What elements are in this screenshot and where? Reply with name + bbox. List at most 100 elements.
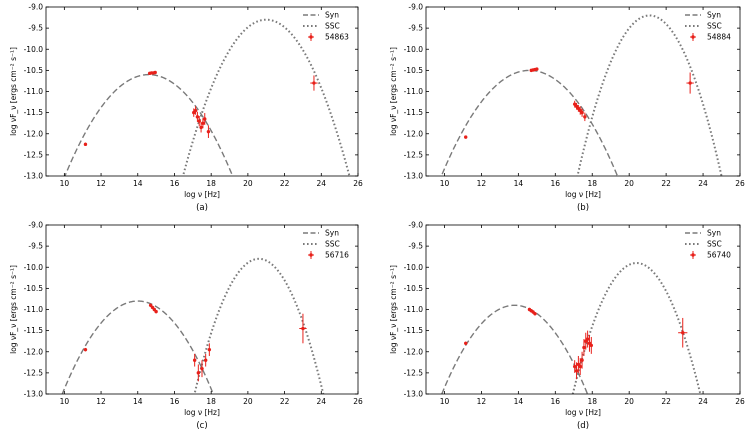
data-marker	[574, 369, 579, 373]
data-marker	[193, 108, 198, 113]
y-tick-label: -12.0	[24, 129, 44, 138]
data-point	[464, 341, 468, 345]
y-tick-label: -10.0	[24, 263, 44, 272]
x-axis-label: log ν [Hz]	[565, 408, 601, 417]
data-point	[201, 118, 205, 129]
x-tick-label: 10	[440, 179, 450, 188]
data-marker	[196, 371, 201, 375]
data-point	[585, 330, 590, 348]
y-tick-label: -10.0	[404, 45, 424, 54]
data-point	[686, 72, 694, 94]
syn-curve	[61, 300, 215, 394]
panel-1: 10 12 14 16 18 20 22 24 26 -13.0 -12.5 -12.0 -11.5 -1…	[9, 3, 363, 213]
data-point	[535, 67, 539, 71]
x-tick-label: 18	[587, 179, 597, 188]
x-tick-label: 14	[514, 397, 524, 406]
x-axis-label: log ν [Hz]	[565, 190, 601, 199]
data-point	[578, 358, 582, 375]
data-point	[153, 70, 157, 75]
y-tick-label: -9.0	[28, 221, 43, 230]
data-marker	[203, 117, 207, 121]
x-tick-label: 22	[661, 179, 671, 188]
syn-curve	[441, 304, 589, 394]
y-tick-label: -11.5	[404, 326, 424, 335]
data-marker	[83, 347, 88, 352]
data-marker	[200, 366, 204, 371]
data-marker	[154, 309, 158, 314]
panel-caption: (d)	[577, 421, 589, 431]
x-axis-label: log ν [Hz]	[184, 190, 220, 199]
legend-label: SSC	[325, 240, 340, 249]
y-tick-label: -13.0	[404, 172, 424, 181]
data-point	[196, 364, 201, 382]
ssc-curve	[193, 257, 325, 394]
data-point	[200, 360, 204, 378]
legend-label: SSC	[707, 240, 722, 249]
y-tick-label: -12.5	[24, 150, 44, 159]
data-marker	[153, 70, 157, 75]
x-tick-label: 20	[243, 397, 253, 406]
data-marker	[83, 142, 88, 147]
x-tick-label: 22	[280, 179, 290, 188]
y-tick-label: -12.5	[404, 368, 424, 377]
legend: Syn SSC 56740	[685, 229, 731, 260]
y-tick-label: -9.0	[408, 221, 423, 230]
y-tick-label: -12.5	[24, 368, 44, 377]
legend-label: Syn	[707, 229, 721, 238]
data-point	[678, 317, 688, 348]
legend: Syn SSC 56716	[303, 229, 349, 260]
legend-label: Syn	[325, 229, 339, 238]
y-tick-label: -10.0	[404, 263, 424, 272]
y-tick-label: -11.0	[404, 305, 424, 314]
data-marker	[206, 129, 211, 134]
data-marker	[535, 67, 539, 71]
y-tick-label: -11.5	[24, 108, 44, 117]
data-point	[203, 113, 207, 125]
data-marker	[201, 121, 205, 125]
data-marker	[207, 347, 212, 352]
data-point	[207, 343, 212, 356]
panel-caption: (b)	[577, 203, 589, 213]
y-tick-label: -10.5	[404, 66, 424, 75]
x-tick-label: 12	[477, 179, 487, 188]
data-point	[192, 353, 197, 367]
x-tick-label: 24	[317, 397, 327, 406]
legend-label: Syn	[707, 11, 721, 20]
x-tick-label: 16	[170, 179, 180, 188]
data-marker	[464, 341, 468, 345]
data-marker	[582, 345, 586, 350]
data-marker	[533, 312, 537, 316]
legend-label: 54884	[707, 33, 731, 42]
y-tick-label: -11.0	[24, 305, 44, 314]
legend-label: 56716	[325, 251, 349, 260]
x-tick-label: 22	[280, 397, 290, 406]
y-tick-label: -9.5	[408, 24, 423, 33]
y-tick-label: -11.0	[404, 87, 424, 96]
data-point	[203, 353, 208, 367]
y-tick-label: -13.0	[24, 172, 44, 181]
y-tick-label: -10.5	[24, 284, 44, 293]
x-tick-label: 18	[587, 397, 597, 406]
y-tick-label: -13.0	[24, 390, 44, 399]
data-point	[582, 339, 586, 356]
data-point	[589, 336, 594, 354]
data-point	[533, 312, 537, 316]
y-axis-label: log νF_ν [ergs cm⁻² s⁻¹]	[389, 265, 398, 354]
y-axis-label: log νF_ν [ergs cm⁻² s⁻¹]	[9, 265, 18, 354]
x-tick-label: 14	[133, 179, 143, 188]
y-tick-label: -9.5	[408, 242, 423, 251]
y-tick-label: -10.0	[24, 45, 44, 54]
x-tick-label: 26	[353, 397, 363, 406]
x-tick-label: 16	[170, 397, 180, 406]
y-tick-label: -9.5	[28, 24, 43, 33]
y-axis-label: log νF_ν [ergs cm⁻² s⁻¹]	[9, 47, 18, 136]
data-marker	[578, 364, 582, 369]
legend-label: SSC	[325, 22, 340, 31]
y-tick-label: -9.0	[408, 3, 423, 12]
x-tick-label: 12	[477, 397, 487, 406]
data-marker	[681, 331, 685, 335]
x-tick-label: 16	[551, 179, 561, 188]
legend-data-marker	[309, 253, 313, 257]
panel-2: 10 12 14 16 18 20 22 24 26 -13.0 -12.5 -12.0 -11.5 -1…	[389, 3, 745, 213]
data-point	[299, 313, 307, 344]
